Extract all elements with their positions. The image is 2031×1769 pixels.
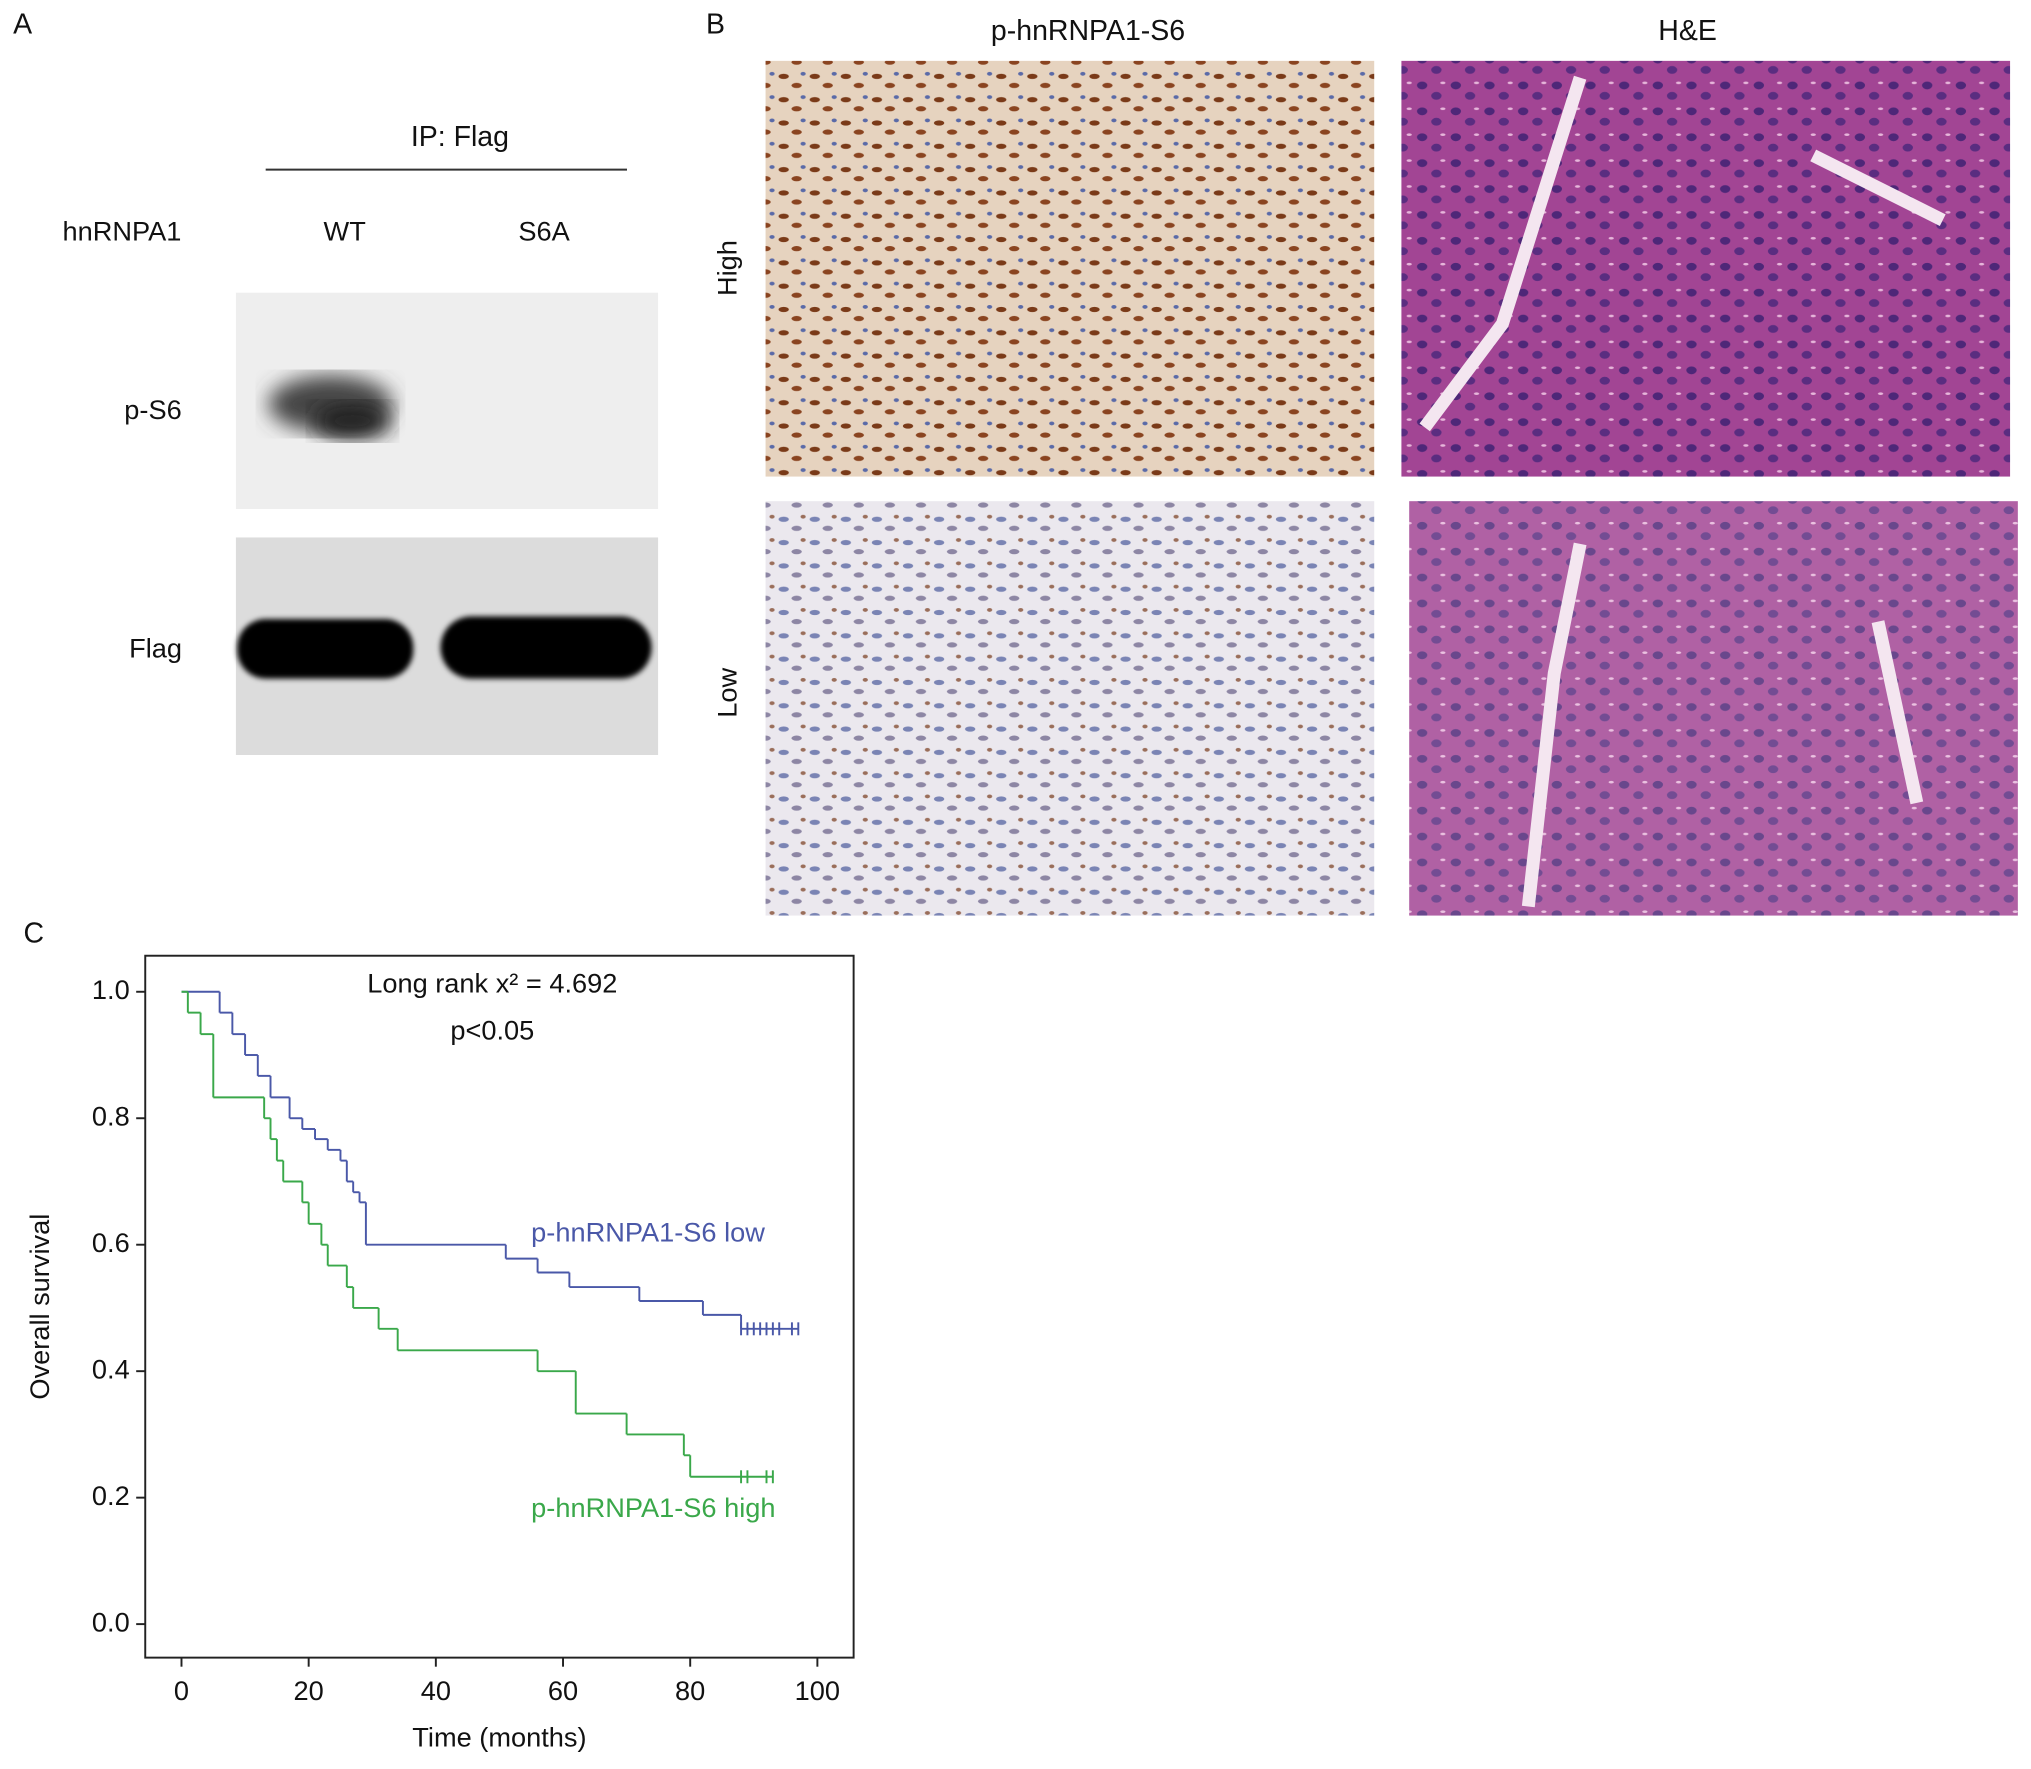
plot-frame <box>144 954 855 1659</box>
x-tick-label: 60 <box>548 1675 578 1706</box>
panel-label: A <box>13 8 32 40</box>
y-tick-label: 0.2 <box>92 1480 130 1511</box>
x-tick-label: 20 <box>294 1675 324 1706</box>
y-axis-label: Overall survival <box>24 1214 55 1400</box>
y-tick-label: 0.6 <box>92 1227 130 1258</box>
ihc-image <box>765 60 1375 477</box>
x-axis-label: Time (months) <box>412 1721 586 1752</box>
he-image <box>1409 501 2018 916</box>
legend-label: p-hnRNPA1-S6 high <box>531 1492 775 1523</box>
chart: 0.0 0.2 0.4 0.6 0.8 1.0 0 20 40 60 80 100 Time (mont… <box>24 954 855 1752</box>
x-tick-label: 80 <box>675 1675 705 1706</box>
annotation: Long rank x² = 4.692 <box>367 968 617 999</box>
row-label: hnRNPA1 <box>62 215 181 246</box>
row-title: High <box>711 240 742 296</box>
x-tick-label: 100 <box>795 1675 840 1706</box>
y-tick-label: 0.4 <box>92 1353 130 1384</box>
y-tick-label: 0.8 <box>92 1100 130 1131</box>
blot-band <box>440 616 652 679</box>
lane-label: S6A <box>518 215 570 246</box>
legend-label: p-hnRNPA1-S6 low <box>531 1216 765 1247</box>
blot-band <box>313 402 392 440</box>
tissue-gap <box>1419 75 1946 908</box>
lane-label: WT <box>324 215 366 246</box>
blot-band <box>237 619 414 679</box>
y-tick-label: 1.0 <box>92 974 130 1005</box>
panel-label: B <box>706 8 725 40</box>
column-title: p-hnRNPA1-S6 <box>991 15 1185 47</box>
x-tick-label: 40 <box>421 1675 451 1706</box>
y-tick-label: 0.0 <box>92 1606 130 1637</box>
he-image <box>1401 60 2011 477</box>
panel-label: C <box>24 918 45 950</box>
band-label: p-S6 <box>124 394 181 425</box>
x-tick-label: 0 <box>174 1675 189 1706</box>
ip-header: IP: Flag <box>411 121 509 153</box>
annotation: p<0.05 <box>450 1014 534 1045</box>
row-title: Low <box>711 668 742 718</box>
ihc-image <box>765 501 1375 916</box>
band-label: Flag <box>129 632 182 663</box>
column-title: H&E <box>1658 15 1717 47</box>
